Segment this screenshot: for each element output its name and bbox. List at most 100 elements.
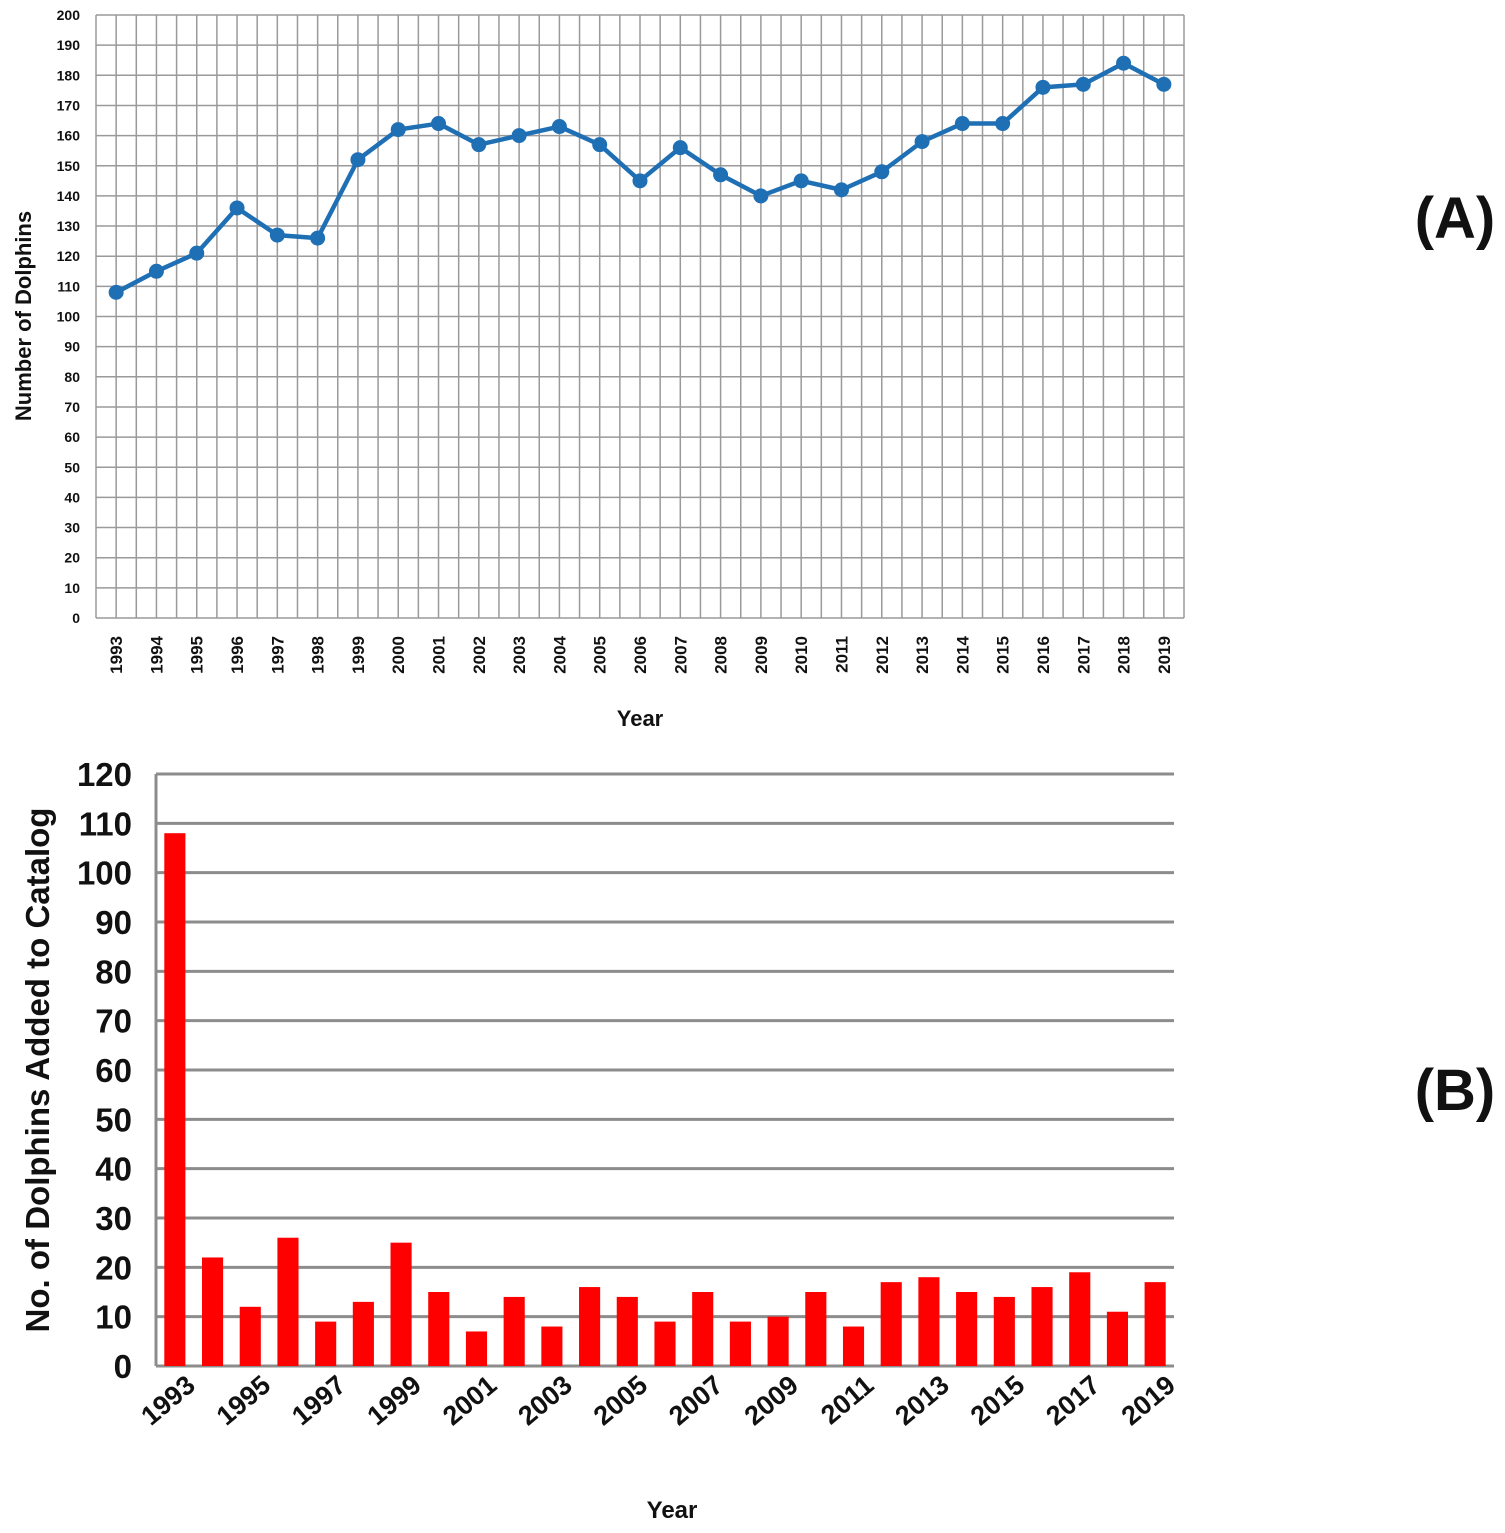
x-tick-label: 1995 [211, 1370, 276, 1432]
bars-b [164, 833, 1166, 1366]
bar [201, 1257, 224, 1366]
x-tick-label: 1995 [188, 636, 207, 674]
data-point [713, 167, 729, 183]
x-tick-label: 2018 [1115, 636, 1134, 674]
data-point [632, 173, 648, 189]
x-tick-label: 2019 [1116, 1370, 1181, 1432]
data-point [471, 137, 487, 153]
data-point [914, 134, 930, 150]
y-tick-label: 40 [95, 1151, 132, 1188]
x-axis-title-a: Year [617, 706, 664, 731]
y-tick-label: 110 [79, 805, 132, 842]
data-point [592, 137, 608, 153]
x-axis-title-b: Year [647, 1497, 698, 1524]
x-tick-label: 1997 [268, 636, 287, 674]
data-point [108, 284, 124, 300]
data-point [1035, 79, 1051, 95]
y-tick-label: 120 [57, 248, 81, 264]
x-tick-label: 2010 [792, 636, 811, 674]
x-tick-label: 2008 [712, 636, 731, 674]
bar [993, 1296, 1015, 1366]
x-tick-label: 2007 [671, 636, 690, 674]
x-tick-label: 2015 [965, 1370, 1030, 1432]
x-tick-label: 1999 [362, 1370, 427, 1432]
y-tick-label: 70 [64, 399, 80, 415]
x-tick-label: 1997 [286, 1370, 351, 1432]
y-axis-title-a: Number of Dolphins [11, 211, 36, 421]
bar [842, 1326, 865, 1366]
data-point [229, 200, 245, 216]
x-tick-labels-a: 1993 1994 1995 1996 1997 1998 1999 2000 2001 2002… [107, 635, 1174, 673]
x-tick-label: 2012 [873, 636, 892, 674]
bar [465, 1331, 488, 1366]
data-point [310, 230, 326, 246]
y-tick-label: 60 [64, 429, 80, 445]
data-point [511, 128, 527, 144]
grid-a [95, 14, 1185, 619]
x-tick-label: 2003 [512, 1370, 577, 1432]
x-tick-label: 2011 [815, 1370, 879, 1431]
y-tick-label: 160 [57, 128, 81, 144]
data-point [1075, 76, 1091, 92]
y-tick-label: 130 [57, 218, 81, 234]
data-point [350, 152, 366, 168]
bar [654, 1321, 676, 1366]
bar [541, 1326, 563, 1366]
y-tick-label: 10 [64, 580, 80, 596]
y-tick-label: 30 [64, 520, 80, 536]
data-point [148, 263, 164, 279]
y-tick-label: 170 [57, 97, 81, 113]
data-point [269, 227, 285, 243]
y-tick-label: 10 [95, 1299, 132, 1336]
y-tick-label: 180 [57, 67, 81, 83]
x-tick-label: 2004 [550, 635, 569, 673]
y-tick-label: 110 [57, 278, 80, 294]
y-tick-label: 120 [77, 756, 132, 793]
bar [918, 1277, 940, 1366]
y-tick-label: 20 [95, 1249, 132, 1286]
data-point [672, 140, 688, 156]
x-tick-label: 1994 [147, 635, 166, 673]
y-tick-label: 0 [72, 610, 80, 626]
x-tick-label: 2019 [1155, 636, 1174, 674]
bar [880, 1282, 902, 1366]
panel-label-a: (A) [1415, 186, 1496, 251]
x-tick-label: 2005 [591, 636, 610, 674]
y-tick-label: 200 [57, 7, 81, 23]
series-a [108, 55, 1172, 300]
panel-label-b: (B) [1415, 1058, 1496, 1123]
data-point [833, 182, 849, 198]
bar [503, 1296, 525, 1366]
x-tick-label: 1996 [228, 636, 247, 674]
y-tick-label: 90 [95, 904, 132, 941]
bar [616, 1296, 638, 1366]
data-point [431, 116, 447, 132]
bar [729, 1321, 751, 1366]
x-tick-label: 2016 [1034, 636, 1053, 674]
data-point [551, 119, 567, 135]
y-tick-label: 80 [64, 369, 80, 385]
x-tick-label: 1998 [309, 636, 328, 674]
y-tick-label: 150 [57, 158, 81, 174]
bar [1144, 1282, 1166, 1366]
bar [277, 1237, 299, 1366]
x-tick-label: 2009 [752, 636, 771, 674]
data-point [1156, 76, 1172, 92]
y-tick-labels-b: 0 10 20 30 40 50 60 70 80 90 100 110 120 [77, 756, 132, 1385]
y-tick-label: 190 [57, 37, 81, 53]
bar [1031, 1287, 1053, 1366]
x-tick-labels-b: 1993 1995 1997 1999 2001 2003 2005 2007 2009 2011… [135, 1370, 1181, 1432]
x-tick-label: 2006 [631, 636, 650, 674]
x-tick-label: 1999 [349, 636, 368, 674]
y-tick-labels-a: 0 10 20 30 40 50 60 70 80 90 100 110 120 130 140 150 160… [57, 7, 81, 626]
bar [1069, 1272, 1091, 1366]
data-point [1116, 55, 1132, 71]
data-point [390, 122, 406, 138]
y-tick-label: 0 [114, 1348, 132, 1385]
line-chart-a: 0 10 20 30 40 50 60 70 80 90 100 110 120 130 140 150 160… [11, 7, 1495, 731]
x-tick-label: 2013 [889, 1370, 954, 1432]
bar [579, 1287, 601, 1366]
bar [315, 1321, 337, 1366]
x-tick-label: 2013 [913, 636, 932, 674]
